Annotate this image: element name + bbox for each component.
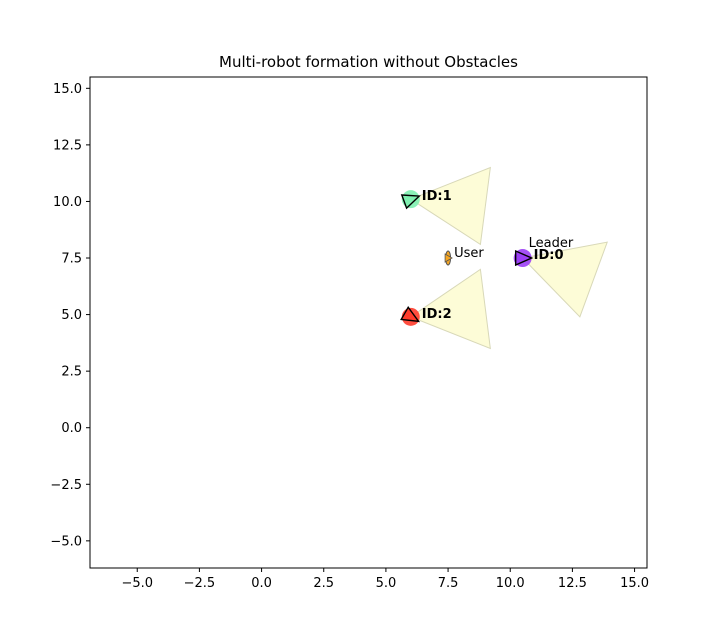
robot-id-label: ID:2: [422, 307, 452, 322]
user-heading-icon: [444, 253, 453, 263]
heading-triangle: [400, 194, 421, 210]
heading-triangle: [400, 306, 421, 323]
x-tick-label: 12.5: [558, 576, 587, 591]
y-tick-label: 2.5: [61, 365, 82, 380]
x-tick-label: 2.5: [313, 576, 334, 591]
chart-title: Multi-robot formation without Obstacles: [219, 53, 518, 71]
x-tick-label: 15.0: [620, 576, 649, 591]
x-tick-label: 5.0: [376, 576, 397, 591]
robot-heading-arrow: [400, 306, 421, 323]
x-tick-label: −5.0: [121, 576, 153, 591]
y-tick-label: 12.5: [53, 138, 82, 153]
leader-label: Leader: [529, 236, 574, 251]
axis-ticks: −5.0 −2.5 0.0 2.5 5.0 7.5 10.0 12.5 15.0 −5.0 −2.5…: [50, 82, 649, 591]
robot-heading-arrow: [400, 194, 421, 210]
user-label: User: [454, 246, 484, 261]
y-tick-label: 15.0: [53, 82, 82, 97]
y-tick-label: 10.0: [53, 195, 82, 210]
robot-id-label: ID:1: [422, 189, 452, 204]
y-tick-label: 7.5: [61, 252, 82, 267]
fov-triangle: [409, 268, 491, 350]
y-tick-label: 0.0: [61, 421, 82, 436]
plot-frame: [89, 76, 648, 569]
y-tick-label: −5.0: [50, 534, 82, 549]
y-tick-label: −2.5: [50, 478, 82, 493]
x-tick-label: −2.5: [184, 576, 216, 591]
fov-triangle: [409, 166, 491, 246]
robot-id-label: ID:0: [534, 248, 564, 263]
robot-heading-arrow: [514, 249, 534, 267]
x-tick-label: 7.5: [438, 576, 459, 591]
fov-triangle: [521, 241, 608, 318]
y-tick-label: 5.0: [61, 308, 82, 323]
x-tick-label: 0.0: [251, 576, 272, 591]
chart-marks: ID:0 ID:1 ID:2 Leader User: [400, 166, 608, 350]
heading-triangle: [514, 249, 534, 267]
x-tick-label: 10.0: [496, 576, 525, 591]
